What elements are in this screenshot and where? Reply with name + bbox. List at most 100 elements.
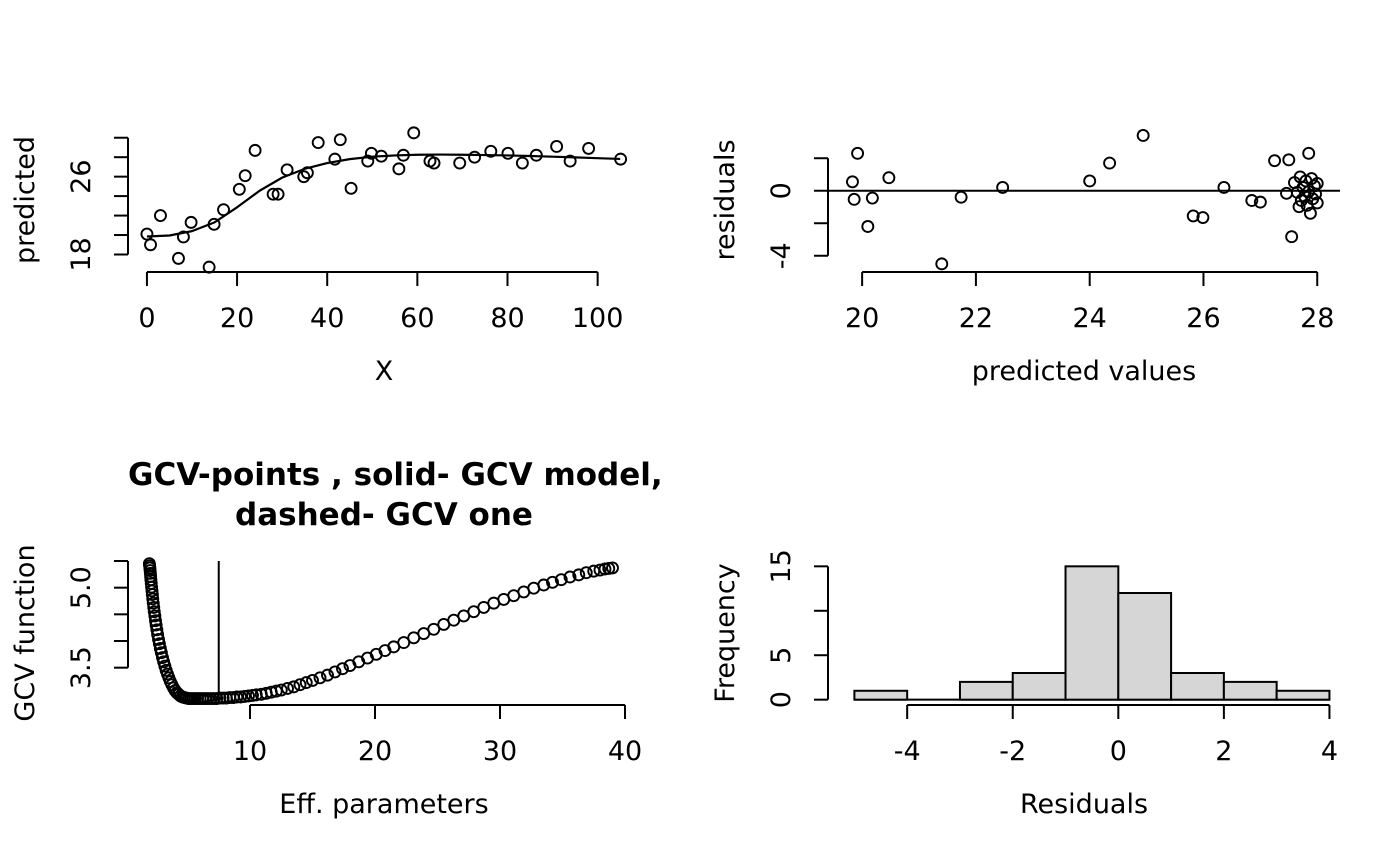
data-point bbox=[151, 628, 165, 642]
x-tick-label: 80 bbox=[490, 303, 524, 334]
data-point bbox=[147, 600, 161, 614]
data-point bbox=[861, 220, 875, 233]
data-point bbox=[529, 148, 543, 162]
data-point bbox=[1282, 153, 1296, 167]
data-point bbox=[554, 573, 568, 587]
data-point bbox=[1196, 211, 1210, 225]
data-point bbox=[606, 561, 619, 575]
x-axis-title: Residuals bbox=[1020, 789, 1148, 820]
data-point bbox=[271, 187, 285, 201]
data-point bbox=[537, 578, 551, 592]
data-point bbox=[1307, 179, 1321, 193]
y-tick-label: 26 bbox=[66, 159, 97, 193]
data-point bbox=[336, 662, 349, 676]
data-point bbox=[1083, 174, 1097, 188]
data-point bbox=[145, 588, 159, 602]
data-point bbox=[147, 605, 161, 619]
x-tick-label: 40 bbox=[608, 736, 642, 767]
x-tick-label: 20 bbox=[220, 303, 254, 334]
data-point bbox=[1310, 176, 1324, 190]
data-point bbox=[207, 217, 221, 231]
x-tick-label: 26 bbox=[1186, 303, 1220, 334]
y-tick-label: 15 bbox=[766, 549, 797, 583]
x-tick-label: 24 bbox=[1073, 303, 1107, 334]
x-tick-label: 4 bbox=[1321, 736, 1338, 767]
x-tick-label: 22 bbox=[959, 303, 993, 334]
data-point bbox=[846, 175, 859, 189]
data-point bbox=[851, 146, 865, 160]
x-tick-label: 60 bbox=[400, 303, 434, 334]
data-point bbox=[248, 143, 262, 157]
gcv-plot-title: GCV-points , solid- GCV model, dashed- G… bbox=[128, 455, 663, 535]
histogram-bar bbox=[1117, 592, 1173, 701]
y-axis-title: Frequency bbox=[710, 563, 741, 703]
data-point bbox=[1103, 156, 1117, 170]
data-point bbox=[154, 209, 167, 223]
data-point bbox=[313, 671, 327, 685]
smooth-fit-curve bbox=[146, 153, 621, 238]
x-tick-label: 100 bbox=[572, 303, 624, 334]
panel-residuals-histogram: -4 -2 0 2 4 0 5 15 Residuals Frequency bbox=[710, 549, 1338, 820]
histogram-bar bbox=[1064, 565, 1120, 701]
data-point bbox=[882, 171, 896, 185]
x-tick-label: 20 bbox=[845, 303, 879, 334]
data-point bbox=[146, 592, 160, 606]
x-tick-label: 30 bbox=[483, 736, 517, 767]
data-point bbox=[149, 614, 162, 628]
data-point bbox=[1310, 196, 1324, 210]
histogram-bar bbox=[1222, 680, 1278, 701]
data-point bbox=[361, 154, 375, 168]
data-point bbox=[281, 682, 294, 695]
data-point bbox=[996, 181, 1010, 194]
histogram-bar bbox=[1011, 672, 1067, 701]
panel-residuals-vs-predicted: 20 22 24 26 28 -4 0 predicted values residuals bbox=[710, 129, 1340, 387]
data-point bbox=[847, 192, 861, 206]
gcv-plot-title-line1: GCV-points , solid- GCV model, bbox=[128, 457, 663, 493]
data-point bbox=[1186, 209, 1200, 223]
data-point bbox=[287, 680, 301, 694]
x-axis-title: Eff. parameters bbox=[279, 789, 488, 820]
data-point bbox=[550, 140, 564, 153]
x-tick-label: 0 bbox=[138, 303, 155, 334]
y-axis-title: GCV function bbox=[10, 544, 41, 721]
data-point bbox=[328, 152, 342, 166]
x-tick-label: 28 bbox=[1300, 303, 1334, 334]
x-tick-label: 20 bbox=[358, 736, 392, 767]
data-point bbox=[392, 162, 406, 176]
data-point bbox=[954, 190, 968, 204]
data-point bbox=[217, 203, 230, 217]
data-point bbox=[397, 636, 411, 650]
data-point bbox=[150, 623, 164, 637]
y-axis-title: predicted bbox=[10, 136, 41, 264]
data-point bbox=[593, 563, 607, 577]
data-point bbox=[396, 148, 410, 162]
data-point bbox=[172, 251, 185, 265]
y-tick-label: 5 bbox=[766, 647, 797, 664]
data-point bbox=[280, 163, 294, 177]
data-point bbox=[149, 618, 163, 632]
data-point bbox=[328, 665, 342, 679]
y-tick-label: 18 bbox=[66, 237, 97, 271]
data-point bbox=[427, 622, 441, 636]
x-tick-label: 10 bbox=[233, 736, 267, 767]
data-point bbox=[1302, 146, 1316, 160]
data-point bbox=[865, 191, 879, 205]
y-tick-label: 3.5 bbox=[66, 646, 97, 689]
histogram-bar bbox=[1170, 672, 1225, 701]
data-point bbox=[1217, 181, 1231, 194]
x-tick-label: -2 bbox=[999, 736, 1026, 767]
histogram-bar bbox=[1275, 689, 1331, 701]
data-point bbox=[238, 169, 252, 183]
data-point bbox=[344, 181, 358, 195]
data-point bbox=[146, 596, 160, 610]
panel-gcv-function: 10 20 30 40 3.5 5.0 Eff. parameters GCV functio… bbox=[10, 544, 642, 820]
data-point bbox=[154, 646, 168, 660]
data-point bbox=[579, 566, 593, 580]
x-tick-label: 2 bbox=[1215, 736, 1232, 767]
data-point bbox=[515, 156, 529, 170]
data-point bbox=[321, 668, 334, 682]
data-point bbox=[501, 146, 515, 160]
y-tick-label: 5.0 bbox=[66, 566, 97, 609]
data-point bbox=[407, 126, 421, 140]
